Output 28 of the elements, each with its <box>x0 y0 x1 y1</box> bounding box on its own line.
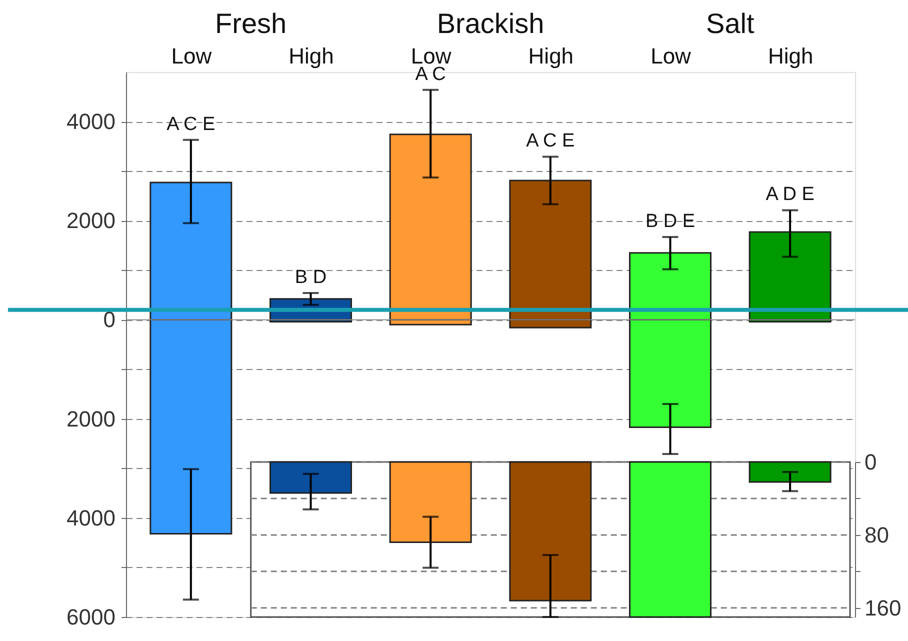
y-tick-label: 6000 <box>66 604 116 630</box>
x-tick-label: Low <box>171 44 212 68</box>
y-tick-label: 0 <box>864 450 877 474</box>
annotation: B D E <box>645 210 696 232</box>
bar <box>629 461 712 618</box>
x-tick-label: Low <box>650 44 692 68</box>
x-tick-label: High <box>288 44 334 68</box>
y-tick-label: 0 <box>103 307 116 332</box>
bar <box>509 461 592 602</box>
bar <box>389 461 472 543</box>
annotation: A C E <box>166 114 216 135</box>
y-tick-label: 80 <box>864 522 889 548</box>
text: Brackish <box>436 8 544 39</box>
bar <box>270 461 352 494</box>
x-tick-label: High <box>528 44 574 68</box>
y-tick-label: 160 <box>864 595 902 620</box>
text: Fresh <box>215 8 287 39</box>
x-tick-label: High <box>768 44 814 68</box>
annotation: A D E <box>766 184 814 206</box>
bar <box>748 461 832 483</box>
text: Salt <box>706 8 755 39</box>
y-tick-label: 4000 <box>66 505 116 530</box>
y-tick-label: 4000 <box>66 109 116 134</box>
annotation: A C E <box>526 130 575 152</box>
annotation: A C <box>415 64 446 85</box>
y-tick-label: 2000 <box>66 208 116 234</box>
annotation: B D <box>294 266 327 288</box>
y-tick-label: 2000 <box>66 406 116 432</box>
